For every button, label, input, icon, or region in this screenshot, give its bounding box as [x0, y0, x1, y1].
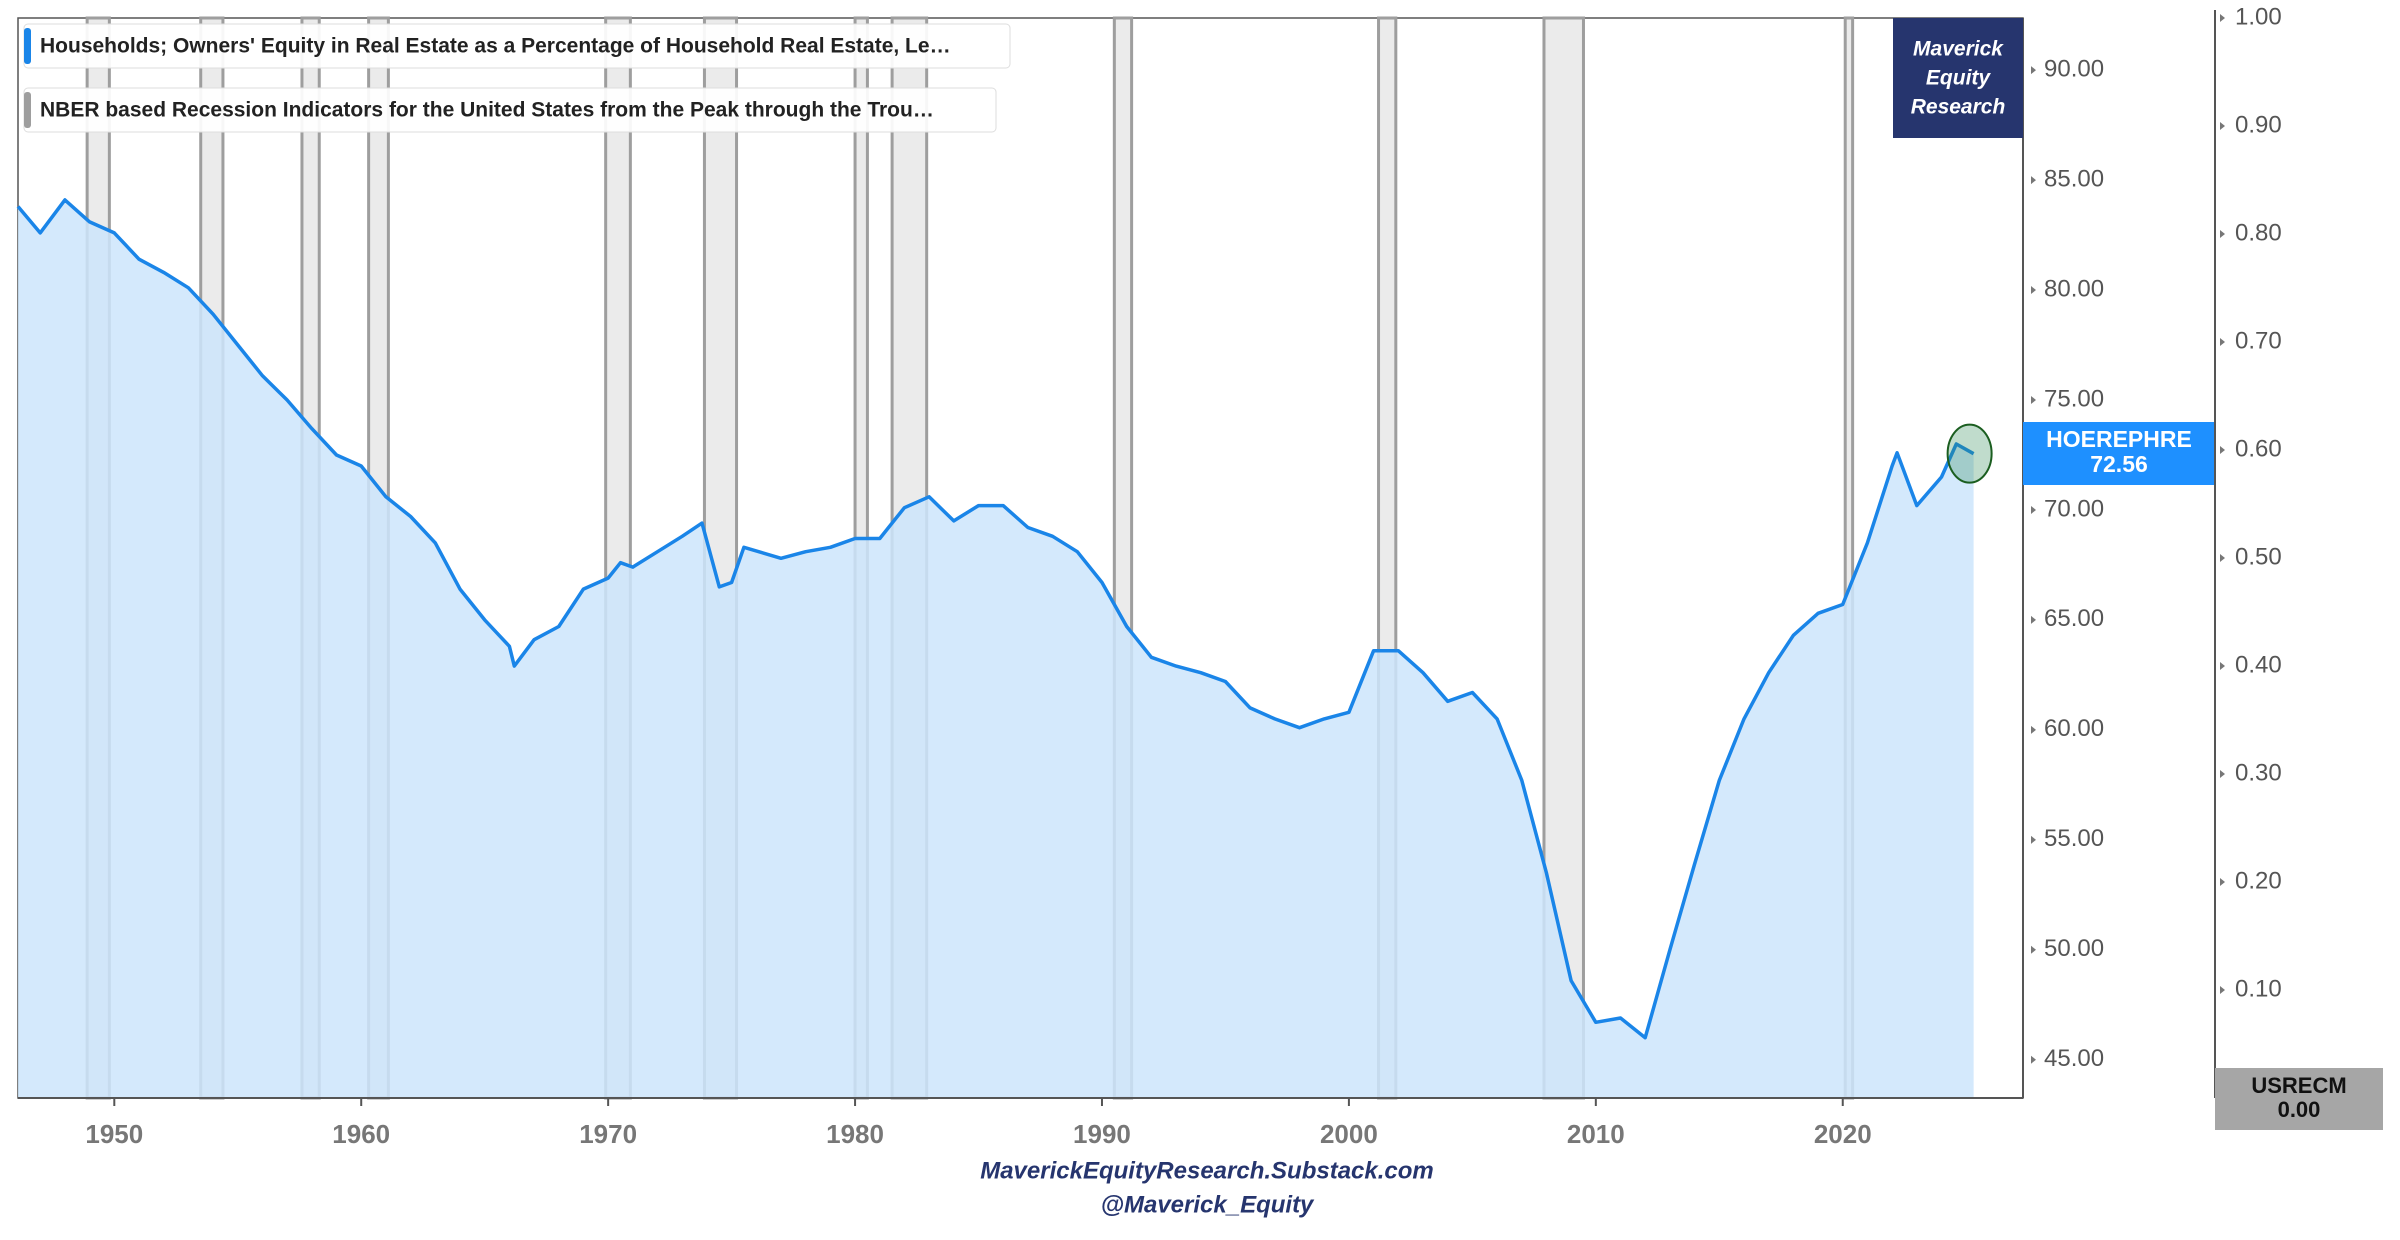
y-tick-label: 90.00 — [2044, 55, 2104, 82]
y2-tick-label: 0.70 — [2235, 327, 2282, 354]
y2-tick-label: 0.80 — [2235, 219, 2282, 246]
y2-tick — [2220, 770, 2225, 778]
y-tick-label: 50.00 — [2044, 935, 2104, 962]
y-tick-label: 75.00 — [2044, 385, 2104, 412]
y-tick — [2031, 835, 2036, 844]
y2-tick-label: 0.40 — [2235, 651, 2282, 678]
y2-tick — [2220, 338, 2225, 346]
x-tick-label: 1960 — [332, 1119, 390, 1149]
y-tick-label: 65.00 — [2044, 605, 2104, 632]
y2-tick — [2220, 446, 2225, 454]
y-tick-label: 80.00 — [2044, 275, 2104, 302]
y-tick — [2031, 725, 2036, 734]
watermark-text: Maverick — [1913, 38, 2004, 61]
y2-tick-label: 0.90 — [2235, 111, 2282, 138]
y-tick — [2031, 505, 2036, 514]
highlight-circle — [1946, 423, 1993, 484]
last-value-id: HOEREPHRE — [2046, 426, 2192, 452]
legend-swatch — [24, 92, 31, 128]
y2-tick — [2220, 230, 2225, 238]
y2-tick-label: 0.50 — [2235, 543, 2282, 570]
y2-tick-label: 0.10 — [2235, 975, 2282, 1002]
y-tick — [2031, 1055, 2036, 1064]
last-value-box — [2023, 422, 2214, 485]
last-value-box — [2215, 1068, 2383, 1130]
last-value: 0.00 — [2278, 1097, 2321, 1122]
y2-tick-label: 0.60 — [2235, 435, 2282, 462]
y2-tick — [2220, 122, 2225, 130]
x-tick-label: 2020 — [1814, 1119, 1872, 1149]
x-tick-label: 1990 — [1073, 1119, 1131, 1149]
y2-tick — [2220, 986, 2225, 994]
y2-tick-label: 0.20 — [2235, 867, 2282, 894]
x-tick-label: 1950 — [85, 1119, 143, 1149]
y-tick-label: 55.00 — [2044, 825, 2104, 852]
x-tick-label: 1980 — [826, 1119, 884, 1149]
last-value-id: USRECM — [2251, 1073, 2346, 1098]
area-fill — [18, 199, 1974, 1098]
watermark-box — [1893, 18, 2023, 138]
y2-tick — [2220, 878, 2225, 886]
footer-text: @Maverick_Equity — [1101, 1191, 1315, 1218]
watermark-text: Equity — [1926, 67, 1991, 90]
y-tick-label: 45.00 — [2044, 1045, 2104, 1072]
footer-text: MaverickEquityResearch.Substack.com — [980, 1157, 1434, 1184]
watermark-text: Research — [1911, 96, 2006, 119]
y2-tick — [2220, 14, 2225, 22]
legend-swatch — [24, 28, 31, 64]
y-tick — [2031, 395, 2036, 404]
x-tick-label: 2000 — [1320, 1119, 1378, 1149]
x-tick-label: 2010 — [1567, 1119, 1625, 1149]
last-value: 72.56 — [2090, 451, 2148, 477]
y-tick — [2031, 945, 2036, 954]
y-tick — [2031, 176, 2036, 185]
y2-tick-label: 1.00 — [2235, 3, 2282, 30]
y-tick-label: 70.00 — [2044, 495, 2104, 522]
legend-label: Households; Owners' Equity in Real Estat… — [40, 35, 951, 58]
y-tick — [2031, 286, 2036, 295]
legend-label: NBER based Recession Indicators for the … — [40, 99, 934, 122]
y-tick — [2031, 615, 2036, 624]
line — [16, 198, 1975, 1040]
y-tick-label: 60.00 — [2044, 715, 2104, 742]
y2-tick — [2220, 554, 2225, 562]
y-tick — [2031, 66, 2036, 75]
y-tick-label: 85.00 — [2044, 165, 2104, 192]
x-tick-label: 1970 — [579, 1119, 637, 1149]
y2-tick-label: 0.30 — [2235, 759, 2282, 786]
y2-tick — [2220, 662, 2225, 670]
